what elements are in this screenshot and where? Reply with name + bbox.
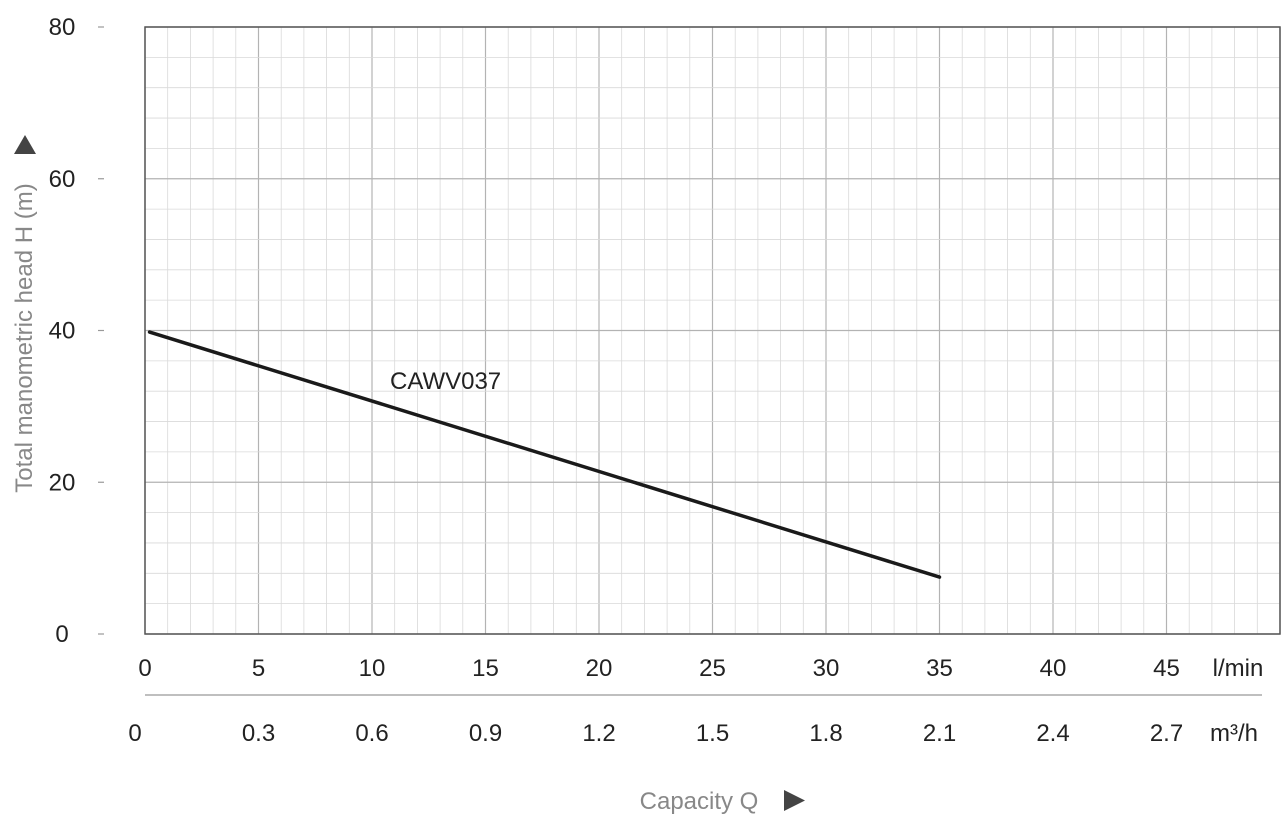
series-line: [147, 330, 942, 579]
x2-tick-label: 1.5: [696, 720, 729, 747]
y-axis-arrow-icon: [14, 135, 36, 154]
x-tick-label: 25: [699, 655, 726, 682]
x-tick-label: 35: [926, 655, 953, 682]
plot-frame: [144, 26, 1281, 635]
x2-tick-label: 0.3: [242, 720, 275, 747]
y-tick-label: 40: [49, 318, 76, 345]
x2-tick-label: 1.2: [582, 720, 615, 747]
x2-tick-label: 1.8: [809, 720, 842, 747]
x2-tick-label: 0.6: [355, 720, 388, 747]
y-tick-label: 60: [49, 166, 76, 193]
x-axis-title: Capacity Q: [640, 788, 759, 815]
x2-tick-label: 0.9: [469, 720, 502, 747]
y-axis-ticks: 0 20 40 60 80: [49, 14, 104, 648]
series-layer: CAWV037: [147, 330, 942, 579]
x-axis-unit-m3h: m³/h: [1210, 720, 1258, 747]
x-tick-label: 0: [138, 655, 151, 682]
x-axis-unit-lmin: l/min: [1213, 655, 1264, 682]
x-tick-label: 10: [359, 655, 386, 682]
x-tick-label: 45: [1153, 655, 1180, 682]
grid: [144, 26, 1281, 635]
y-axis-title: Total manometric head H (m): [11, 183, 38, 492]
x-tick-label: 20: [586, 655, 613, 682]
x-tick-label: 5: [252, 655, 265, 682]
x2-tick-label: 2.1: [923, 720, 956, 747]
x-tick-label: 40: [1040, 655, 1067, 682]
x2-tick-label: 2.4: [1036, 720, 1069, 747]
x-tick-label: 30: [813, 655, 840, 682]
x-axis-arrow-icon: [784, 790, 805, 811]
x-tick-label: 15: [472, 655, 499, 682]
x-axis-ticks-lmin: 0 5 10 15 20 25 30 35 40 45: [138, 655, 1180, 682]
x2-tick-label: 0: [128, 720, 141, 747]
x-axis-ticks-m3h: 0 0.3 0.6 0.9 1.2 1.5 1.8 2.1 2.4 2.7: [128, 720, 1183, 747]
y-tick-label: 80: [49, 14, 76, 41]
series-label: CAWV037: [390, 368, 501, 395]
y-tick-label: 20: [49, 469, 76, 496]
x2-tick-label: 2.7: [1150, 720, 1183, 747]
y-tick-label: 0: [55, 621, 68, 648]
